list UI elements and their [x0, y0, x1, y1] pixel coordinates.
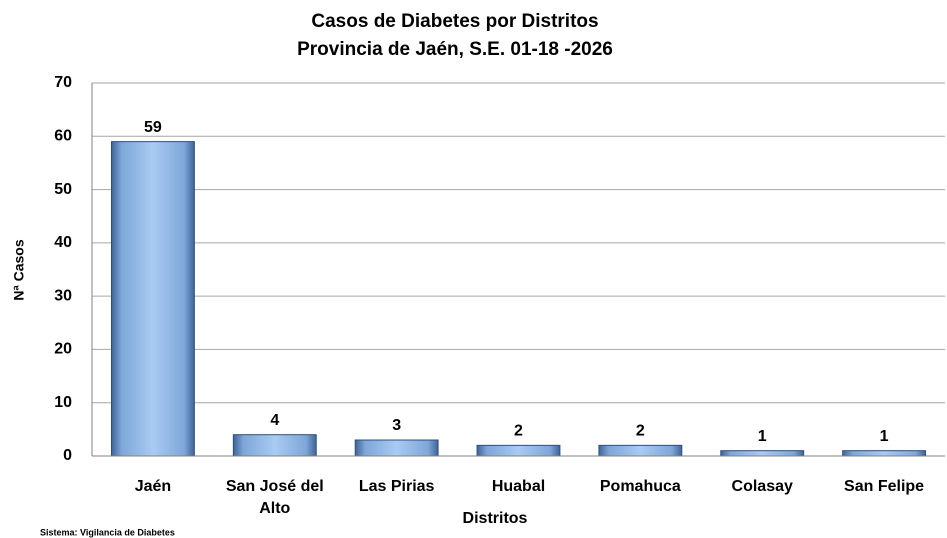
y-tick-label: 70: [54, 74, 72, 91]
value-label: 2: [514, 423, 523, 440]
bar: [354, 439, 439, 457]
y-tick-label: 50: [54, 181, 72, 198]
value-label: 1: [758, 428, 767, 445]
bar: [476, 444, 561, 457]
chart-title: Casos de Diabetes por Distritos: [311, 11, 598, 32]
x-tick-label: Las Pirias: [358, 478, 435, 495]
x-tick-label: Colasay: [731, 478, 793, 495]
bar: [110, 141, 195, 457]
value-label: 59: [144, 119, 162, 136]
y-tick-label: 40: [54, 234, 72, 251]
y-axis-title: Nª Casos: [11, 239, 27, 300]
y-tick-label: 10: [54, 394, 72, 411]
x-tick-label: San José del Alto: [225, 478, 324, 517]
x-tick-label: San Felipe: [844, 478, 925, 495]
bar: [842, 450, 927, 457]
y-tick-label: 20: [54, 341, 72, 358]
chart-subtitle: Provincia de Jaén, S.E. 01-18 -2026: [297, 39, 613, 60]
value-label: 1: [880, 428, 889, 445]
x-tick-label: Huabal: [491, 478, 546, 495]
bar: [720, 450, 805, 457]
y-tick-label: 0: [63, 447, 72, 464]
y-tick-label: 60: [54, 128, 72, 145]
value-label: 4: [270, 412, 279, 429]
y-tick-label: 30: [54, 287, 72, 304]
x-axis-title: Distritos: [463, 510, 528, 527]
x-tick-label: Jaén: [134, 478, 172, 495]
source-note: Sistema: Vigilancia de Diabetes: [40, 527, 175, 537]
bar: [598, 444, 683, 457]
bar: [232, 434, 317, 457]
x-tick-label: Pomahuca: [599, 478, 681, 495]
value-label: 3: [392, 417, 401, 434]
value-label: 2: [636, 423, 645, 440]
